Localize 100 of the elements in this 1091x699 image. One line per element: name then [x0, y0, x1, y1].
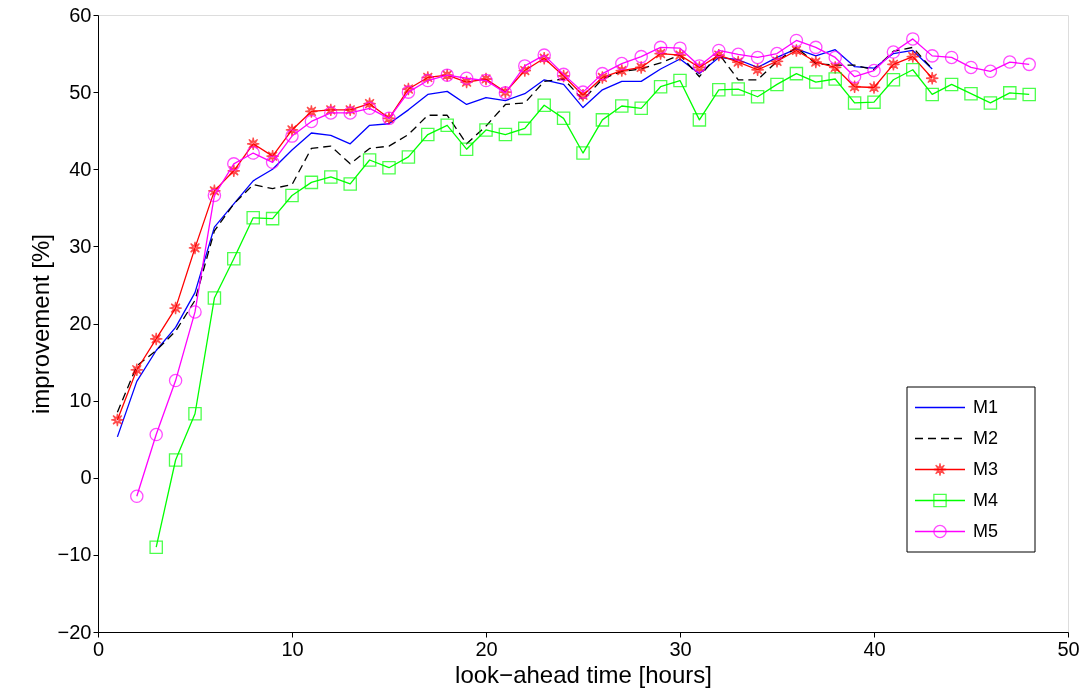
point [188, 305, 202, 319]
point [207, 291, 222, 305]
point [149, 427, 163, 442]
point [750, 50, 765, 65]
point [362, 153, 377, 167]
point [459, 75, 474, 89]
point [634, 49, 648, 64]
point [847, 96, 862, 110]
point [168, 301, 183, 315]
point [712, 48, 726, 62]
point [246, 146, 260, 160]
y-tick-label: 30 [69, 234, 92, 257]
legend-label: M5 [973, 520, 999, 541]
point [479, 123, 493, 137]
point [518, 59, 532, 73]
point [770, 77, 784, 92]
point [459, 142, 474, 156]
point [615, 99, 629, 113]
point [382, 160, 396, 175]
point [789, 33, 804, 48]
x-tick-label: 20 [475, 637, 498, 660]
point [944, 50, 959, 65]
y-tick-label: 20 [69, 312, 92, 334]
point [227, 251, 241, 266]
point [634, 101, 648, 116]
point [692, 113, 707, 127]
point [207, 188, 222, 203]
point [925, 71, 939, 86]
point [809, 75, 823, 89]
x-tick-label: 10 [281, 637, 304, 660]
x-axis-title: look−ahead time [hours] [455, 660, 712, 688]
point [615, 56, 629, 71]
point [149, 540, 163, 554]
point [227, 164, 241, 178]
point [304, 104, 319, 119]
point [1022, 87, 1036, 102]
legend-label: M3 [973, 458, 999, 479]
legend-label: M4 [973, 489, 999, 510]
point [285, 123, 299, 137]
point [886, 57, 901, 72]
point [673, 41, 687, 55]
point [324, 170, 338, 184]
point [440, 118, 454, 133]
point [362, 101, 377, 116]
point [595, 70, 610, 85]
point [789, 43, 804, 58]
point [964, 86, 978, 101]
point [1022, 57, 1036, 72]
point [653, 46, 668, 61]
point [731, 55, 745, 69]
point [867, 80, 881, 95]
point [304, 175, 319, 190]
point [828, 60, 842, 75]
point [421, 127, 435, 142]
point [983, 64, 998, 79]
point [265, 149, 280, 163]
x-tick-label: 50 [1057, 637, 1080, 660]
x-tick-label: 30 [669, 637, 692, 660]
point [1003, 86, 1017, 100]
point [537, 98, 551, 113]
point [401, 150, 416, 164]
point [130, 363, 144, 377]
point [750, 62, 765, 77]
point [1003, 55, 1017, 69]
point [886, 45, 901, 59]
point [149, 332, 163, 346]
y-tick-label: 50 [69, 80, 92, 103]
point [809, 40, 823, 55]
point [362, 96, 377, 111]
y-tick-label: −10 [57, 543, 92, 566]
point [207, 184, 222, 198]
point [789, 66, 804, 81]
point [168, 373, 183, 388]
point [595, 113, 610, 127]
point [828, 50, 842, 65]
point [556, 111, 571, 126]
point [265, 211, 280, 226]
point [886, 73, 901, 87]
point [906, 32, 920, 46]
point [304, 114, 319, 129]
legend-label: M1 [973, 396, 999, 417]
point [188, 241, 202, 255]
point [343, 177, 357, 191]
point [518, 121, 532, 136]
y-tick-label: 60 [69, 3, 92, 26]
point [731, 82, 745, 96]
point [518, 63, 532, 78]
point [246, 211, 260, 225]
point [750, 89, 765, 104]
point [285, 188, 299, 203]
point [188, 406, 202, 421]
point [498, 127, 513, 142]
point [595, 66, 610, 81]
point [847, 69, 862, 84]
point [770, 54, 784, 69]
point [615, 63, 629, 78]
point [634, 60, 648, 75]
point [246, 137, 260, 151]
point [130, 489, 144, 504]
point [906, 62, 920, 77]
